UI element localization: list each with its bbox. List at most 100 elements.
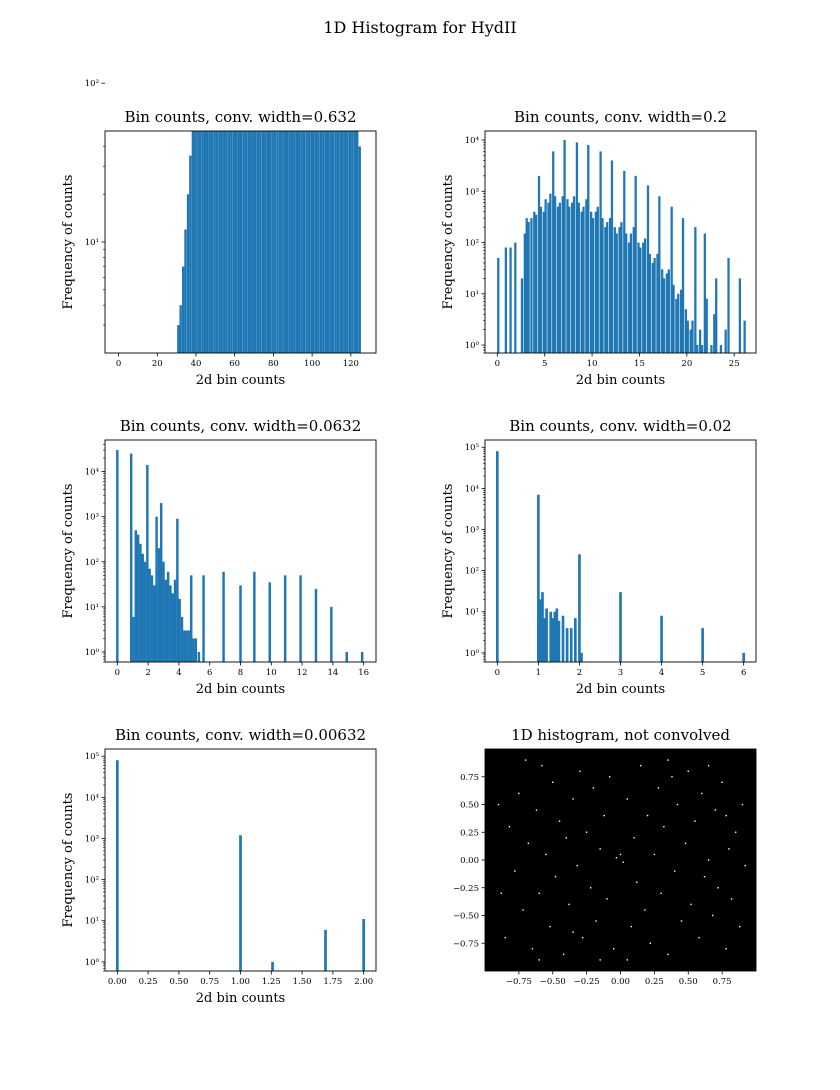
data-point-28 [606,898,608,900]
bar-73 [353,131,357,353]
bar-36 [596,206,599,353]
y-tick-label: 0.25 [460,828,479,838]
bar-69 [675,298,678,353]
data-point-34 [626,798,628,800]
y-tick-label: −0.50 [453,912,479,922]
data-point-19 [576,864,578,867]
data-point-24 [592,787,595,789]
bar-59 [319,131,323,353]
bar-16 [164,579,168,662]
bar-32 [254,131,257,353]
bar-5 [523,233,526,353]
bar-89 [738,278,742,353]
data-point-18 [572,798,574,800]
bar-24 [235,131,238,353]
bar-56 [643,238,647,353]
x-tick-label: −0.75 [506,977,532,987]
bar-23 [180,616,184,662]
bar-3 [184,229,187,353]
x-tick-label: 60 [229,359,240,369]
x-tick-label: 40 [191,359,202,369]
x-axis-label: 2d bin counts [576,373,665,388]
bar-4 [543,618,546,662]
bar-17 [218,131,221,353]
x-tick-label: 0.25 [139,977,158,987]
data-point-49 [676,803,679,806]
data-point-33 [622,861,624,863]
bar-33 [256,131,260,353]
x-tick-label: 0.75 [200,977,219,987]
bar-12 [206,131,209,353]
x-axis-label: 2d bin counts [196,373,285,388]
bar-47 [623,170,626,353]
x-tick-label: 80 [268,359,279,369]
bar-29 [580,211,583,353]
bar-31 [202,575,205,662]
bar-41 [276,131,279,353]
y-axis-label: Frequency of counts [61,484,76,619]
data-point-11 [549,925,551,928]
bar-0 [497,257,500,353]
bar-14 [544,199,547,353]
bar-66 [667,269,670,353]
bar-48 [293,131,296,353]
x-tick-label: 6 [741,668,746,678]
data-point-1 [508,826,511,828]
bar-6 [141,553,144,662]
data-point-52 [687,770,689,772]
data-point-22 [585,831,588,833]
data-point-37 [636,881,638,883]
panel-title: Bin counts, conv. width=0.632 [124,108,356,126]
bar-7 [527,222,530,353]
bar-9 [555,608,559,662]
x-tick-label: 5 [542,359,547,369]
bar-52 [302,131,306,353]
bar-68 [672,284,675,353]
x-tick-label: 2 [145,668,150,678]
data-point-50 [680,920,683,922]
x-tick-label: 1.75 [323,977,342,987]
data-point-16 [565,837,567,839]
bar-47 [290,131,294,353]
x-tick-label: 25 [729,359,740,369]
axes-frame [484,130,757,354]
bar-3 [134,530,138,662]
y-tick-label: 10⁰ [85,648,100,658]
bar-2 [539,599,542,662]
data-point-10 [545,853,547,856]
bar-75 [358,146,361,353]
bar-49 [295,131,299,353]
x-tick-label: 120 [343,359,359,369]
bar-2 [509,247,512,353]
bar-17 [166,571,170,662]
bar-25 [571,202,574,353]
bar-9 [533,211,536,353]
x-tick-label: 0.00 [611,977,630,987]
bar-1 [537,494,540,662]
bar-18 [220,131,223,353]
bar-19 [223,131,226,353]
bar-11 [203,131,207,353]
y-tick-label: 10¹ [85,603,99,613]
data-point-40 [646,814,649,817]
bar-0 [495,451,499,662]
bar-86 [719,345,723,353]
bar-23 [232,131,236,353]
bar-66 [336,131,340,353]
bar-15 [547,202,550,353]
x-axis-label: 2d bin counts [576,682,665,697]
bar-13 [542,211,545,353]
bar-36 [264,131,267,353]
bar-30 [249,131,252,353]
bar-77 [694,227,697,353]
bar-13 [569,628,573,662]
data-point-27 [603,814,605,817]
panel-1: Bin counts, conv. width=0.632 0 20 40 60 80 10… [61,79,377,388]
bar-17 [619,592,622,662]
y-tick-label: 10⁰ [85,958,100,968]
bar-24 [568,206,571,353]
bar-45 [285,131,289,353]
bar-4 [186,194,190,353]
bar-58 [648,253,652,353]
bar-20 [742,652,746,662]
